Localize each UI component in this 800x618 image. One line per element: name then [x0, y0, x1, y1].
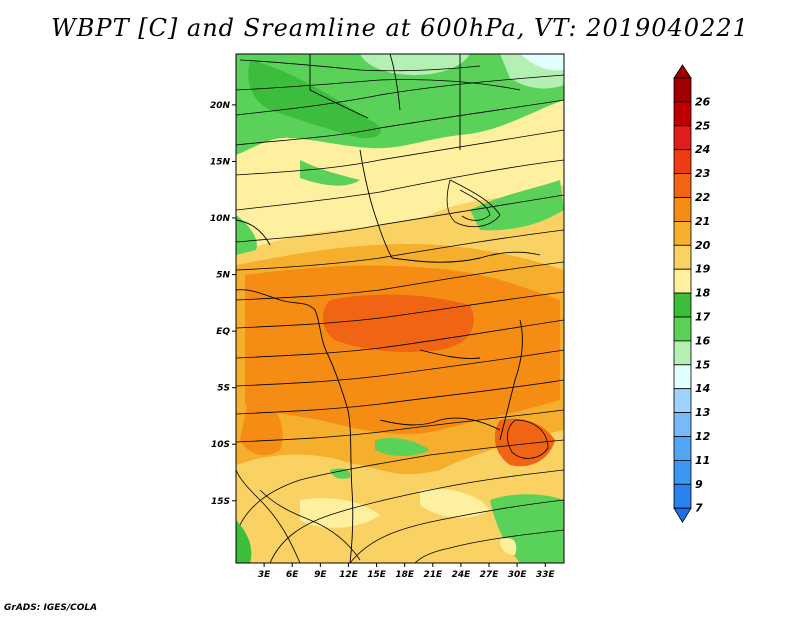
colorbar-swatch	[673, 436, 692, 461]
lat-tick-label: EQ	[216, 327, 230, 337]
lon-tick-label: 33E	[536, 570, 556, 580]
colorbar-bottom-arrow	[673, 507, 692, 523]
colorbar-swatch	[673, 149, 692, 174]
colorbar-swatch	[673, 101, 692, 127]
colorbar-swatch	[673, 459, 692, 485]
lon-tick-label: 3E	[258, 570, 271, 580]
chart-title: WBPT [C] and Sreamline at 600hPa, VT: 20…	[51, 14, 749, 42]
wbpt-shading	[236, 54, 564, 563]
colorbar-label: 14	[695, 382, 710, 395]
colorbar-label: 18	[695, 287, 711, 300]
colorbar-label: 24	[695, 143, 710, 156]
lon-tick-label: 18E	[395, 570, 415, 580]
country-borders	[236, 54, 541, 563]
colorbar-swatch	[673, 364, 692, 390]
colorbar-top-arrow	[673, 64, 692, 79]
colorbar-swatch	[673, 316, 692, 342]
colorbar-label: 26	[695, 95, 711, 108]
colorbar-label: 7	[695, 502, 703, 515]
colorbar-label: 20	[695, 239, 711, 252]
lat-tick-label: 10S	[211, 440, 230, 450]
lon-tick-label: 27E	[480, 570, 500, 580]
longitude-axis: 3E 6E 9E 12E 15E 18E 21E 24E 27E 30E 33E	[258, 563, 556, 580]
lat-tick-label: 10N	[210, 214, 231, 224]
colorbar-label: 22	[695, 191, 711, 204]
colorbar-label: 16	[695, 334, 711, 347]
map-frame	[235, 53, 565, 564]
colorbar-swatch	[673, 292, 692, 318]
colorbar-swatch	[673, 220, 692, 246]
colorbar-label: 19	[695, 263, 711, 276]
colorbar-swatch	[673, 388, 692, 414]
colorbar-swatch	[673, 173, 692, 198]
lon-tick-label: 6E	[286, 570, 299, 580]
lon-tick-label: 12E	[339, 570, 359, 580]
lon-tick-label: 30E	[508, 570, 528, 580]
lat-tick-label: 5N	[216, 271, 230, 281]
lat-tick-label: 20N	[210, 101, 231, 111]
lon-tick-label: 15E	[367, 570, 387, 580]
colorbar-swatch	[673, 340, 692, 366]
colorbar-swatch	[673, 197, 692, 222]
colorbar-label: 23	[695, 167, 711, 180]
colorbar-label: 25	[695, 119, 711, 132]
colorbar-label: 9	[695, 478, 703, 491]
lat-tick-label: 5S	[217, 384, 230, 394]
colorbar-swatch	[673, 244, 692, 270]
lon-tick-label: 9E	[314, 570, 327, 580]
colorbar-swatch	[673, 77, 692, 103]
colorbar-label: 21	[695, 215, 710, 228]
colorbar: 26 25 24 23 22 21 20 19 18 17 16 15 14 13 12 11 9 7	[673, 64, 711, 523]
streamlines	[236, 59, 564, 563]
colorbar-swatch	[673, 483, 692, 509]
lat-tick-label: 15S	[211, 497, 230, 507]
colorbar-swatch	[673, 268, 692, 294]
lat-tick-label: 15N	[210, 157, 231, 167]
colorbar-swatch	[673, 125, 692, 151]
colorbar-swatch	[673, 412, 692, 437]
grads-credit: GrADS: IGES/COLA	[4, 603, 98, 613]
colorbar-label: 11	[695, 454, 710, 467]
colorbar-label: 15	[695, 358, 711, 371]
lon-tick-label: 24E	[452, 570, 472, 580]
colorbar-label: 12	[695, 430, 711, 443]
colorbar-label: 17	[695, 311, 711, 324]
latitude-axis: 20N 15N 10N 5N EQ 5S 10S 15S	[210, 101, 236, 507]
colorbar-label: 13	[695, 406, 711, 419]
lon-tick-label: 21E	[423, 570, 443, 580]
